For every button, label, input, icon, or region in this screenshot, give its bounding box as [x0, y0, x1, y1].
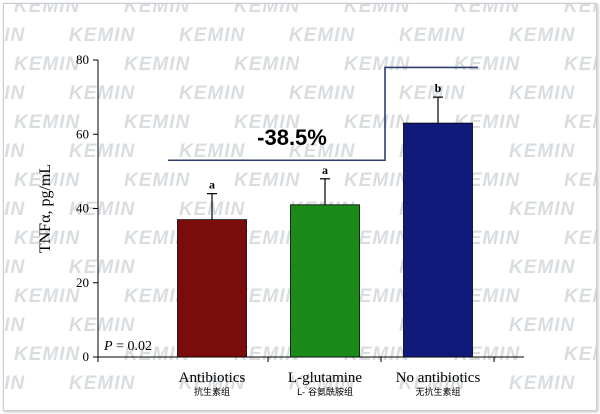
watermark-text-26: KEMIN: [509, 83, 576, 104]
watermark-text-38: KEMIN: [289, 141, 356, 162]
watermark-text-43: KEMIN: [124, 170, 191, 191]
watermark-layer: KEMIN KEMIN KEMIN KEMIN KEMIN KEMIN KEMIN KEMIN…: [4, 4, 596, 394]
watermark-text-31: KEMIN: [344, 112, 411, 133]
watermark-text-37: KEMIN: [179, 141, 246, 162]
watermark-text-59: KEMIN: [344, 228, 411, 249]
watermark-text-63: KEMIN: [4, 257, 26, 278]
watermark-text-75: KEMIN: [564, 286, 596, 307]
watermark-text-77: KEMIN: [4, 315, 26, 336]
reduction-bracket: [168, 66, 478, 162]
watermark-text-72: KEMIN: [234, 286, 301, 307]
watermark-text-64: KEMIN: [69, 257, 136, 278]
y-tick-label-1: 20: [76, 275, 89, 290]
bar-1: [290, 204, 360, 358]
category-sublabel-2: 无抗生素组: [415, 386, 460, 398]
watermark-text-86: KEMIN: [234, 344, 301, 365]
watermark-text-2: KEMIN: [234, 4, 301, 17]
watermark-text-16: KEMIN: [234, 54, 301, 75]
watermark-text-56: KEMIN: [14, 228, 81, 249]
y-axis-label: TNFα, pg/mL: [37, 164, 54, 253]
significance-letter-2: b: [435, 81, 442, 95]
category-label-2: No antibiotics: [396, 370, 481, 386]
category-sublabel-0: 抗生素组: [194, 386, 230, 398]
watermark-text-68: KEMIN: [509, 257, 576, 278]
watermark-text-12: KEMIN: [509, 25, 576, 46]
watermark-text-54: KEMIN: [509, 199, 576, 220]
watermark-text-0: KEMIN: [14, 4, 81, 17]
watermark-text-22: KEMIN: [69, 83, 136, 104]
watermark-text-19: KEMIN: [564, 54, 596, 75]
watermark-text-25: KEMIN: [399, 83, 466, 104]
significance-letter-1: a: [322, 163, 328, 177]
watermark-text-1: KEMIN: [124, 4, 191, 17]
bar-chart: KEMIN KEMIN KEMIN KEMIN KEMIN KEMIN KEMIN KEMIN…: [4, 4, 596, 398]
watermark-text-29: KEMIN: [124, 112, 191, 133]
watermark-text-18: KEMIN: [454, 54, 521, 75]
watermark-text-49: KEMIN: [4, 199, 26, 220]
watermark-text-70: KEMIN: [14, 286, 81, 307]
watermark-text-61: KEMIN: [564, 228, 596, 249]
watermark-text-85: KEMIN: [124, 344, 191, 365]
watermark-text-96: KEMIN: [509, 373, 576, 394]
y-tick-label-4: 80: [76, 52, 89, 67]
bars: [168, 66, 478, 358]
watermark-text-45: KEMIN: [344, 170, 411, 191]
watermark-text-15: KEMIN: [124, 54, 191, 75]
significance-letter-0: a: [209, 178, 215, 192]
watermark-text-36: KEMIN: [69, 141, 136, 162]
watermark-text-95: KEMIN: [399, 373, 466, 394]
watermark-text-35: KEMIN: [4, 141, 26, 162]
watermark-text-91: KEMIN: [4, 373, 26, 394]
watermark-text-42: KEMIN: [14, 170, 81, 191]
y-tick-label-3: 60: [76, 126, 89, 141]
watermark-text-14: KEMIN: [14, 54, 81, 75]
watermark-text-87: KEMIN: [344, 344, 411, 365]
watermark-text-89: KEMIN: [564, 344, 596, 365]
watermark-text-10: KEMIN: [289, 25, 356, 46]
watermark-text-71: KEMIN: [124, 286, 191, 307]
watermark-text-40: KEMIN: [509, 141, 576, 162]
category-sublabel-1: L- 谷氨酰胺组: [297, 386, 353, 398]
y-tick-label-2: 40: [76, 201, 89, 216]
watermark-text-84: KEMIN: [14, 344, 81, 365]
watermark-text-30: KEMIN: [234, 112, 301, 133]
watermark-text-17: KEMIN: [344, 54, 411, 75]
watermark-text-57: KEMIN: [124, 228, 191, 249]
bar-2: [403, 122, 473, 358]
watermark-text-9: KEMIN: [179, 25, 246, 46]
watermark-text-24: KEMIN: [289, 83, 356, 104]
y-tick-label-0: 0: [83, 349, 90, 364]
watermark-text-7: KEMIN: [4, 25, 26, 46]
reduction-annotation: -38.5%: [257, 125, 327, 150]
watermark-text-23: KEMIN: [179, 83, 246, 104]
watermark-text-8: KEMIN: [69, 25, 136, 46]
watermark-text-11: KEMIN: [399, 25, 466, 46]
watermark-text-3: KEMIN: [344, 4, 411, 17]
watermark-text-5: KEMIN: [564, 4, 596, 17]
watermark-text-73: KEMIN: [344, 286, 411, 307]
watermark-text-92: KEMIN: [69, 373, 136, 394]
watermark-text-94: KEMIN: [289, 373, 356, 394]
watermark-text-78: KEMIN: [69, 315, 136, 336]
watermark-text-50: KEMIN: [69, 199, 136, 220]
watermark-text-58: KEMIN: [234, 228, 301, 249]
bar-0: [177, 219, 247, 358]
category-label-1: L-glutamine: [288, 370, 362, 386]
chart-frame: KEMIN KEMIN KEMIN KEMIN KEMIN KEMIN KEMIN KEMIN…: [3, 3, 597, 411]
p-value-label: P = 0.02: [103, 339, 152, 354]
watermark-text-4: KEMIN: [454, 4, 521, 17]
p-value-text: = 0.02: [113, 339, 152, 354]
watermark-text-33: KEMIN: [564, 112, 596, 133]
watermark-text-82: KEMIN: [509, 315, 576, 336]
category-label-0: Antibiotics: [179, 370, 246, 386]
watermark-text-28: KEMIN: [14, 112, 81, 133]
watermark-text-93: KEMIN: [179, 373, 246, 394]
watermark-text-44: KEMIN: [234, 170, 301, 191]
watermark-text-47: KEMIN: [564, 170, 596, 191]
p-value-symbol: P: [103, 339, 113, 354]
watermark-text-21: KEMIN: [4, 83, 26, 104]
